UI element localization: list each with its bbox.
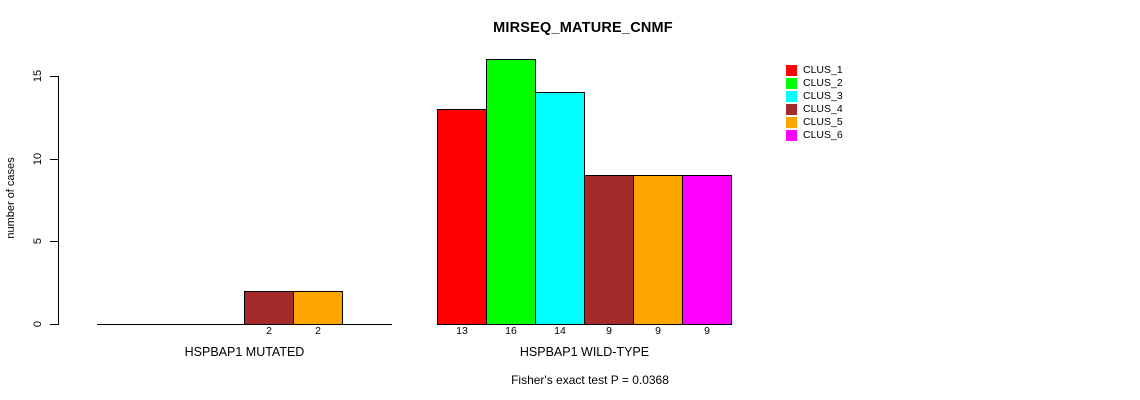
bar-clus_4-hspbap1-wild-type [584, 175, 634, 325]
legend-swatch-clus_2 [786, 78, 797, 89]
legend-label: CLUS_5 [803, 116, 843, 128]
legend-swatch-clus_4 [786, 104, 797, 115]
y-axis-tick [50, 241, 58, 243]
legend-item-clus_5: CLUS_5 [786, 116, 843, 129]
bar-value-label: 9 [655, 325, 661, 337]
y-axis-tick [50, 158, 58, 160]
bar-value-label: 2 [315, 325, 321, 337]
y-axis-tick [50, 324, 58, 325]
group-label-hspbap1-mutated: HSPBAP1 MUTATED [184, 345, 305, 359]
y-axis [58, 76, 59, 325]
bar-value-label: 14 [554, 325, 566, 337]
bar-value-label: 13 [456, 325, 468, 337]
y-axis-tick-label: 0 [32, 320, 44, 328]
legend-label: CLUS_4 [803, 103, 843, 115]
bar-clus_2-hspbap1-wild-type [486, 59, 536, 325]
legend-label: CLUS_6 [803, 129, 843, 141]
bar-value-label: 2 [266, 325, 272, 337]
bar-clus_4-hspbap1-mutated [244, 291, 294, 325]
legend: CLUS_1 CLUS_2 CLUS_3 CLUS_4 CLUS_5 CLUS_6 [786, 64, 843, 142]
bar-clus_1-hspbap1-wild-type [437, 109, 487, 325]
fisher-test-caption: Fisher's exact test P = 0.0368 [511, 373, 669, 387]
legend-item-clus_3: CLUS_3 [786, 90, 843, 103]
legend-label: CLUS_1 [803, 64, 843, 76]
bar-clus_5-hspbap1-mutated [293, 291, 343, 325]
bar-clus_6-hspbap1-wild-type [682, 175, 732, 325]
y-axis-tick-label: 15 [32, 69, 44, 82]
y-axis-tick [50, 75, 58, 77]
bar-value-label: 9 [606, 325, 612, 337]
y-axis-tick-label: 10 [32, 152, 44, 165]
group-label-hspbap1-wild-type: HSPBAP1 WILD-TYPE [519, 345, 650, 359]
bar-value-label: 9 [704, 325, 710, 337]
legend-swatch-clus_3 [786, 91, 797, 102]
legend-label: CLUS_3 [803, 90, 843, 102]
y-axis-tick-label: 5 [32, 238, 44, 245]
legend-item-clus_4: CLUS_4 [786, 103, 843, 116]
bar-clus_3-hspbap1-wild-type [535, 92, 585, 325]
legend-swatch-clus_6 [786, 130, 797, 141]
y-axis-label: number of cases [5, 157, 17, 239]
legend-swatch-clus_5 [786, 117, 797, 128]
legend-item-clus_2: CLUS_2 [786, 77, 843, 90]
bar-value-label: 16 [505, 325, 517, 337]
legend-item-clus_6: CLUS_6 [786, 129, 843, 142]
legend-swatch-clus_1 [786, 65, 797, 76]
bar-clus_5-hspbap1-wild-type [633, 175, 683, 325]
legend-label: CLUS_2 [803, 77, 843, 89]
chart-title: MIRSEQ_MATURE_CNMF [493, 20, 673, 36]
legend-item-clus_1: CLUS_1 [786, 64, 843, 77]
